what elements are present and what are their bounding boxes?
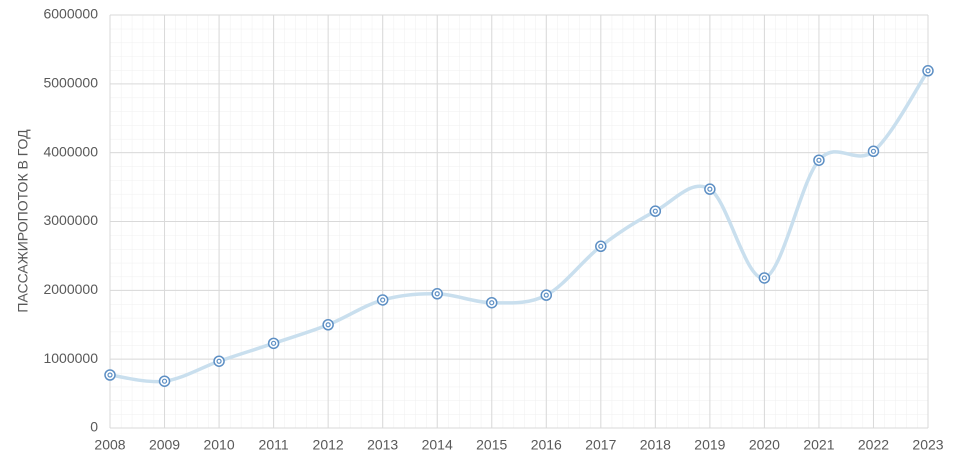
point-center (107, 372, 113, 378)
x-tick-label: 2016 (531, 437, 562, 453)
y-tick-label: 3000000 (43, 212, 98, 228)
y-tick-label: 6000000 (43, 6, 98, 22)
point (213, 355, 225, 367)
x-tick-label: 2021 (803, 437, 834, 453)
x-tick-label: 2017 (585, 437, 616, 453)
x-tick-label: 2013 (367, 437, 398, 453)
y-tick-label: 5000000 (43, 75, 98, 91)
point-center (325, 322, 331, 328)
point-center (543, 292, 549, 298)
point (813, 154, 825, 166)
y-tick-label: 4000000 (43, 143, 98, 159)
x-tick-label: 2009 (149, 437, 180, 453)
x-tick-label: 2010 (203, 437, 234, 453)
x-tick-label: 2018 (640, 437, 671, 453)
point-center (707, 186, 713, 192)
x-tick-label: 2012 (313, 437, 344, 453)
point (595, 240, 607, 253)
point-center (161, 378, 168, 384)
point (376, 294, 389, 306)
x-tick-label: 2019 (694, 437, 725, 453)
x-tick-label: 2023 (912, 437, 943, 453)
point-center (925, 68, 931, 74)
point (649, 205, 662, 217)
line (108, 69, 930, 384)
point (540, 289, 553, 301)
x-tick-label: 2015 (476, 437, 507, 453)
point (485, 296, 498, 309)
x-tick-label: 2020 (749, 437, 780, 453)
y-tick-label: 0 (90, 419, 98, 435)
point-center (652, 208, 658, 214)
x-tick-label: 2011 (259, 437, 289, 453)
point (104, 369, 116, 381)
point (158, 375, 171, 387)
point-center (271, 340, 277, 346)
point-center (761, 275, 768, 281)
point (322, 319, 334, 331)
point (431, 288, 443, 300)
point (867, 145, 880, 158)
x-tick-label: 2008 (94, 437, 125, 453)
point (267, 337, 280, 350)
point-center (870, 148, 877, 154)
point-center (598, 243, 604, 249)
point (922, 65, 934, 77)
point-center (380, 297, 386, 303)
y-tick-label: 1000000 (43, 350, 98, 366)
x-tick-label: 2014 (422, 437, 453, 453)
point-center (816, 157, 822, 163)
point (704, 183, 716, 195)
y-axis-label: ПАССАЖИРОПОТОК В ГОД (15, 129, 31, 313)
point (758, 272, 771, 284)
point-center (489, 300, 495, 306)
x-tick-label: 2022 (858, 437, 889, 453)
point-center (216, 358, 222, 364)
y-tick-label: 2000000 (43, 281, 98, 297)
point-center (434, 291, 440, 297)
